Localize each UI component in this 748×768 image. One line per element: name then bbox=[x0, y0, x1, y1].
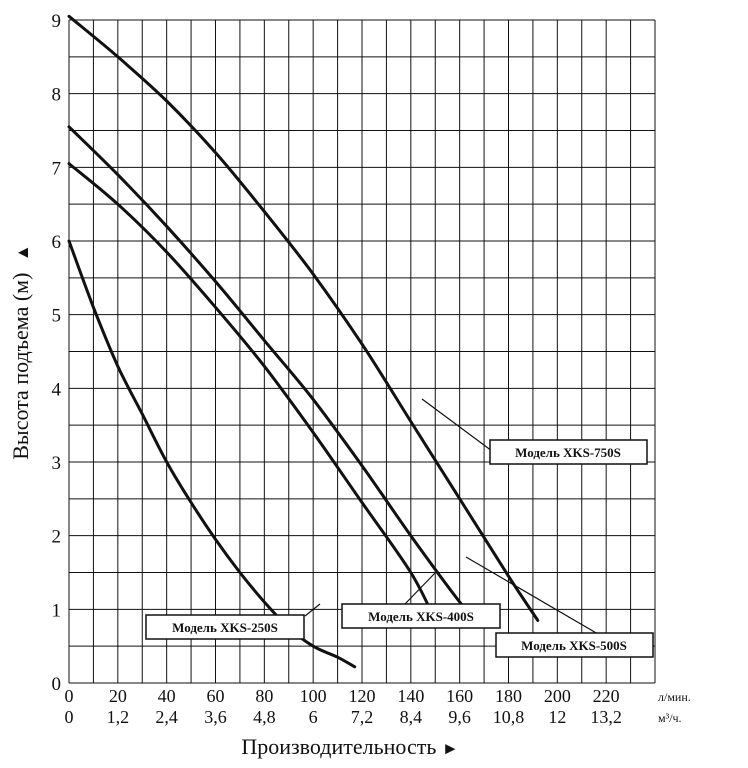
x-tick-label-secondary: 8,4 bbox=[400, 707, 423, 727]
curve-xks-500s bbox=[67, 125, 479, 622]
x-tick-label-primary: 140 bbox=[397, 686, 424, 706]
x-tick-label-primary: 100 bbox=[300, 686, 327, 706]
leader-line-xks-400s bbox=[404, 571, 437, 605]
y-tick-label: 7 bbox=[52, 158, 62, 179]
label-text-xks-250s: Модель XKS-250S bbox=[172, 620, 278, 635]
label-text-xks-500s: Модель XKS-500S bbox=[521, 638, 627, 653]
y-tick-label: 5 bbox=[52, 306, 62, 327]
grid bbox=[68, 19, 656, 684]
label-xks-500s: Модель XKS-500S bbox=[495, 632, 654, 658]
x-tick-label-secondary: 12 bbox=[548, 707, 566, 727]
label-box-xks-500s bbox=[495, 632, 654, 658]
x-tick-label-primary: 80 bbox=[255, 686, 273, 706]
x-tick-label-primary: 200 bbox=[544, 686, 571, 706]
leader-line-xks-500s bbox=[465, 556, 599, 635]
x-tick-label-secondary: 7,2 bbox=[351, 707, 374, 727]
curves bbox=[67, 14, 540, 669]
x-axis-title-text: Производительность bbox=[241, 734, 436, 759]
y-tick-label: 8 bbox=[52, 85, 62, 106]
y-tick-label: 6 bbox=[52, 232, 62, 253]
y-axis-ticks: 0 1 2 3 4 5 6 7 8 9 bbox=[52, 11, 62, 695]
label-box-xks-400s bbox=[341, 603, 501, 629]
x-tick-label-secondary: 0 bbox=[65, 707, 74, 727]
x-tick-label-secondary: 3,6 bbox=[204, 707, 227, 727]
curve-xks-400s bbox=[67, 162, 437, 622]
x-tick-label-secondary: 4,8 bbox=[253, 707, 276, 727]
leader-lines bbox=[304, 398, 599, 635]
x-tick-label-primary: 60 bbox=[207, 686, 225, 706]
x-tick-label-primary: 20 bbox=[109, 686, 127, 706]
y-tick-label: 3 bbox=[52, 453, 62, 474]
label-xks-250s: Модель XKS-250S bbox=[145, 614, 305, 640]
label-text-xks-400s: Модель XKS-400S bbox=[368, 609, 474, 624]
x-tick-label-primary: 180 bbox=[495, 686, 522, 706]
x-tick-label-primary: 220 bbox=[593, 686, 620, 706]
x-tick-label-secondary: 1,2 bbox=[107, 707, 130, 727]
y-axis-arrow: ▲ bbox=[13, 244, 32, 261]
x-tick-label-secondary: 6 bbox=[309, 707, 318, 727]
y-tick-label: 9 bbox=[52, 11, 62, 32]
y-tick-label: 4 bbox=[52, 379, 62, 400]
x-tick-label-primary: 40 bbox=[158, 686, 176, 706]
x-tick-label-primary: 160 bbox=[446, 686, 473, 706]
label-xks-400s: Модель XKS-400S bbox=[341, 603, 501, 629]
x-tick-label-secondary: 13,2 bbox=[590, 707, 622, 727]
y-tick-label: 0 bbox=[52, 674, 62, 695]
x-tick-label-secondary: 9,6 bbox=[448, 707, 471, 727]
x-tick-label-secondary: 10,8 bbox=[493, 707, 525, 727]
y-axis-title-text: Высота подъема (м) bbox=[8, 273, 33, 460]
leader-line-xks-750s bbox=[421, 398, 493, 452]
x-tick-label-secondary: 2,4 bbox=[155, 707, 178, 727]
leader-line-xks-250s bbox=[304, 603, 321, 617]
x-tick-label-primary: 120 bbox=[349, 686, 376, 706]
x-unit-primary: л/мин. bbox=[658, 690, 691, 704]
y-tick-label: 2 bbox=[52, 527, 62, 548]
y-tick-label: 1 bbox=[52, 600, 62, 621]
label-box-xks-750s bbox=[489, 439, 648, 465]
label-box-xks-250s bbox=[145, 614, 305, 640]
label-text-xks-750s: Модель XKS-750S bbox=[515, 445, 621, 460]
curve-xks-750s bbox=[67, 14, 540, 622]
x-axis-arrow: ► bbox=[442, 739, 459, 758]
y-axis-title: Высота подъема (м) ▲ bbox=[8, 244, 33, 460]
x-tick-label-primary: 0 bbox=[65, 686, 74, 706]
x-axis-title: Производительность ► bbox=[241, 734, 458, 759]
x-unit-secondary: м³/ч. bbox=[658, 711, 682, 725]
curve-xks-250s bbox=[67, 239, 357, 669]
label-xks-750s: Модель XKS-750S bbox=[489, 439, 648, 465]
